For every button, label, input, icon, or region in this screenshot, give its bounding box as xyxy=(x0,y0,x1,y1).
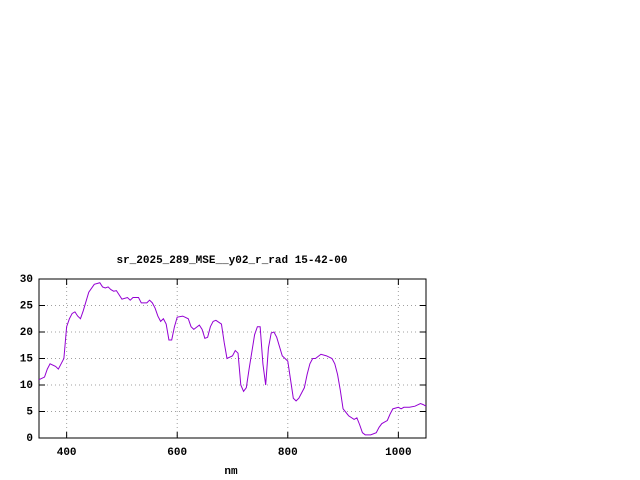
y-tick-label: 20 xyxy=(20,327,33,339)
x-axis-label: nm xyxy=(224,466,238,478)
y-tick-label: 25 xyxy=(20,300,34,312)
y-tick-label: 5 xyxy=(26,406,33,418)
x-tick-label: 800 xyxy=(278,447,298,459)
y-tick-label: 0 xyxy=(26,433,33,445)
chart-title: sr_2025_289_MSE__y02_r_rad 15-42-00 xyxy=(116,255,347,267)
x-tick-label: 1000 xyxy=(385,447,411,459)
x-tick-label: 600 xyxy=(167,447,187,459)
y-tick-label: 10 xyxy=(20,380,33,392)
y-tick-label: 30 xyxy=(20,274,33,286)
x-tick-label: 400 xyxy=(57,447,77,459)
y-tick-label: 15 xyxy=(20,353,34,365)
data-line xyxy=(38,282,427,436)
plot-border xyxy=(38,278,427,439)
